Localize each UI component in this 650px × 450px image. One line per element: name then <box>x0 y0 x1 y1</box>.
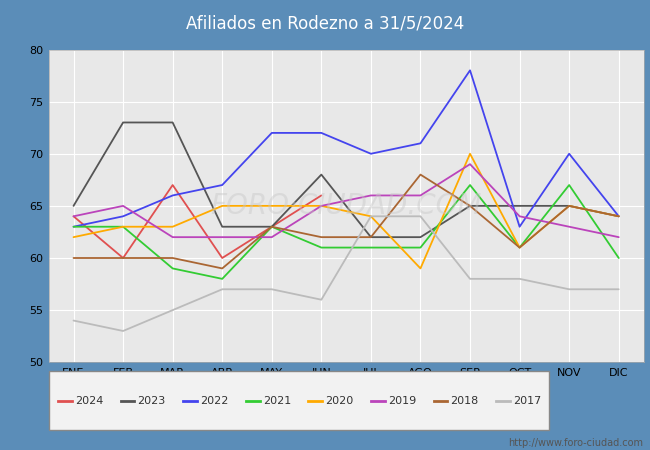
Text: 2022: 2022 <box>200 396 229 405</box>
Text: FORO·CIUDAD.COM: FORO·CIUDAD.COM <box>211 192 482 220</box>
Text: Afiliados en Rodezno a 31/5/2024: Afiliados en Rodezno a 31/5/2024 <box>186 14 464 33</box>
Text: 2018: 2018 <box>450 396 478 405</box>
Text: 2021: 2021 <box>263 396 291 405</box>
Text: 2020: 2020 <box>325 396 354 405</box>
Text: 2024: 2024 <box>75 396 103 405</box>
Text: 2017: 2017 <box>513 396 541 405</box>
Text: http://www.foro-ciudad.com: http://www.foro-ciudad.com <box>508 438 644 448</box>
Text: 2019: 2019 <box>388 396 416 405</box>
Text: 2023: 2023 <box>138 396 166 405</box>
